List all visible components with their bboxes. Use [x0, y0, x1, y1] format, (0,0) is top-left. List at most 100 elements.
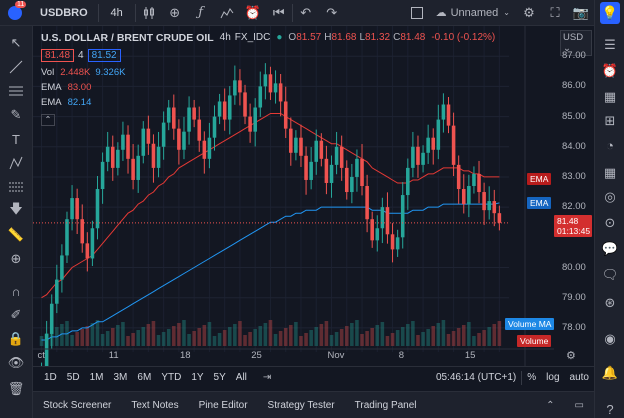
range-5y[interactable]: 5Y: [213, 372, 226, 383]
notifications-icon[interactable]: 🔔: [601, 365, 619, 380]
volume-bar: [390, 333, 395, 346]
volume-bar: [380, 322, 385, 346]
trend-line-icon[interactable]: [7, 58, 25, 76]
watchlist-icon[interactable]: ☰: [604, 37, 616, 52]
settings-icon[interactable]: ⚙: [523, 4, 535, 20]
candle-body: [65, 219, 69, 256]
broadcast-icon[interactable]: ◉: [604, 331, 616, 346]
bottom-panel-tabs: Stock Screener Text Notes Pine Editor Strat…: [33, 391, 594, 418]
volume-bar: [441, 320, 446, 346]
range-5d[interactable]: 5D: [66, 372, 80, 383]
range-6m[interactable]: 6M: [137, 372, 152, 383]
indicators-icon[interactable]: ƒ: [198, 5, 204, 20]
cursor-icon[interactable]: ↖: [10, 35, 22, 50]
zoom-in-icon[interactable]: ⊕: [10, 251, 22, 266]
buy-price[interactable]: 81.52: [87, 49, 121, 62]
alert-icon[interactable]: ⏰: [244, 4, 261, 20]
tab-trading-panel[interactable]: Trading Panel: [354, 399, 417, 411]
volume-bar: [161, 332, 166, 346]
idea-lightbulb-icon[interactable]: 💡: [600, 2, 620, 24]
volume-bar: [146, 324, 151, 346]
legend-interval: 4h: [219, 32, 231, 43]
range-3m[interactable]: 3M: [113, 372, 128, 383]
data-window-icon[interactable]: ▦: [603, 89, 617, 104]
currency-select[interactable]: USD ⌄: [560, 30, 592, 56]
chart-settings-icon[interactable]: ⚙: [566, 350, 576, 362]
text-tool-icon[interactable]: T: [12, 131, 20, 147]
tab-text-notes[interactable]: Text Notes: [131, 399, 179, 411]
volume-bar: [248, 332, 252, 346]
ideas-icon[interactable]: ◎: [604, 189, 616, 204]
volume-bar: [141, 327, 146, 346]
volume-bar: [360, 334, 364, 346]
tab-pine-editor[interactable]: Pine Editor: [198, 399, 248, 411]
compare-add-icon[interactable]: ⊕: [169, 4, 181, 20]
calendar-grid-icon[interactable]: ▦: [603, 165, 617, 180]
range-all[interactable]: All: [235, 372, 247, 383]
templates-icon[interactable]: [214, 0, 240, 26]
eye-icon[interactable]: 👁: [7, 355, 25, 370]
log-toggle[interactable]: log: [546, 372, 560, 383]
candle-body: [400, 195, 405, 238]
last-price: 81.48: [557, 216, 579, 226]
tab-stock-screener[interactable]: Stock Screener: [43, 399, 112, 411]
fullscreen-icon[interactable]: ⛶: [550, 4, 560, 20]
range-1m[interactable]: 1M: [89, 372, 104, 383]
clock[interactable]: 05:46:14 (UTC+1): [435, 372, 517, 383]
save-layout-button[interactable]: ☁ Unnamed ⌄: [430, 0, 516, 26]
undo-icon[interactable]: ↶: [300, 4, 312, 20]
collapse-panel-icon[interactable]: ⌃: [546, 399, 555, 411]
range-1y[interactable]: 1Y: [191, 372, 204, 383]
candle-body: [263, 74, 268, 87]
brush-icon[interactable]: ✎: [10, 107, 22, 122]
candles-icon[interactable]: [136, 0, 162, 26]
ideas-stream-icon[interactable]: ⊛: [604, 295, 616, 310]
messages-icon[interactable]: 🗨: [601, 267, 619, 282]
trash-icon[interactable]: 🗑: [7, 381, 25, 396]
goto-date-icon[interactable]: ⇥: [262, 372, 272, 383]
calendar-icon[interactable]: ◔: [606, 137, 614, 153]
volume-bar: [131, 333, 135, 346]
redo-icon[interactable]: ↷: [326, 4, 338, 20]
volume-bar: [166, 329, 171, 346]
arrow-down-icon[interactable]: 🡇: [9, 201, 23, 216]
pattern-icon[interactable]: [7, 154, 25, 172]
volume-bar: [416, 335, 420, 346]
volume-bar: [85, 326, 90, 346]
ohlc-label: O: [288, 32, 297, 43]
candle-body: [222, 101, 227, 120]
ruler-icon[interactable]: 📏: [7, 227, 25, 242]
candle-body: [238, 80, 242, 93]
magnet-icon[interactable]: ∩: [11, 283, 21, 299]
symbol-search-button[interactable]: USDBRO: [40, 6, 88, 19]
interval-button[interactable]: 4h: [110, 6, 123, 19]
percent-toggle[interactable]: %: [527, 372, 537, 383]
camera-icon[interactable]: 📷: [572, 4, 590, 20]
fib-icon[interactable]: [7, 82, 25, 100]
price-tick-label: 82.00: [562, 201, 586, 213]
tab-strategy-tester[interactable]: Strategy Tester: [267, 399, 335, 411]
replay-icon[interactable]: ⏮: [272, 4, 285, 20]
lock-icon[interactable]: 🔒: [7, 331, 25, 346]
volume-ma-tag: Volume MA: [505, 318, 555, 330]
volume-bar: [299, 336, 303, 346]
price-chart[interactable]: [33, 26, 554, 366]
maximize-panel-icon[interactable]: ▭: [574, 399, 584, 411]
stay-drawing-icon[interactable]: ✐: [10, 307, 22, 322]
streams-icon[interactable]: ⊙: [604, 215, 616, 230]
volume-bar: [487, 327, 491, 346]
layout-icon[interactable]: [404, 0, 430, 26]
user-menu[interactable]: 11: [5, 1, 31, 23]
chat-icon[interactable]: 💬: [601, 241, 619, 256]
alerts-clock-icon[interactable]: ⏰: [601, 63, 619, 78]
auto-toggle[interactable]: auto: [569, 372, 589, 383]
sell-price[interactable]: 81.48: [41, 49, 75, 62]
range-1d[interactable]: 1D: [44, 372, 57, 383]
hotlist-icon[interactable]: ⊞: [604, 113, 616, 128]
collapse-legend-icon[interactable]: ⌃: [41, 113, 55, 126]
forecast-icon[interactable]: [7, 178, 25, 196]
volume-bar: [482, 330, 486, 346]
help-icon[interactable]: ?: [606, 401, 614, 417]
candle-body: [360, 158, 364, 186]
range-ytd[interactable]: YTD: [161, 372, 182, 383]
